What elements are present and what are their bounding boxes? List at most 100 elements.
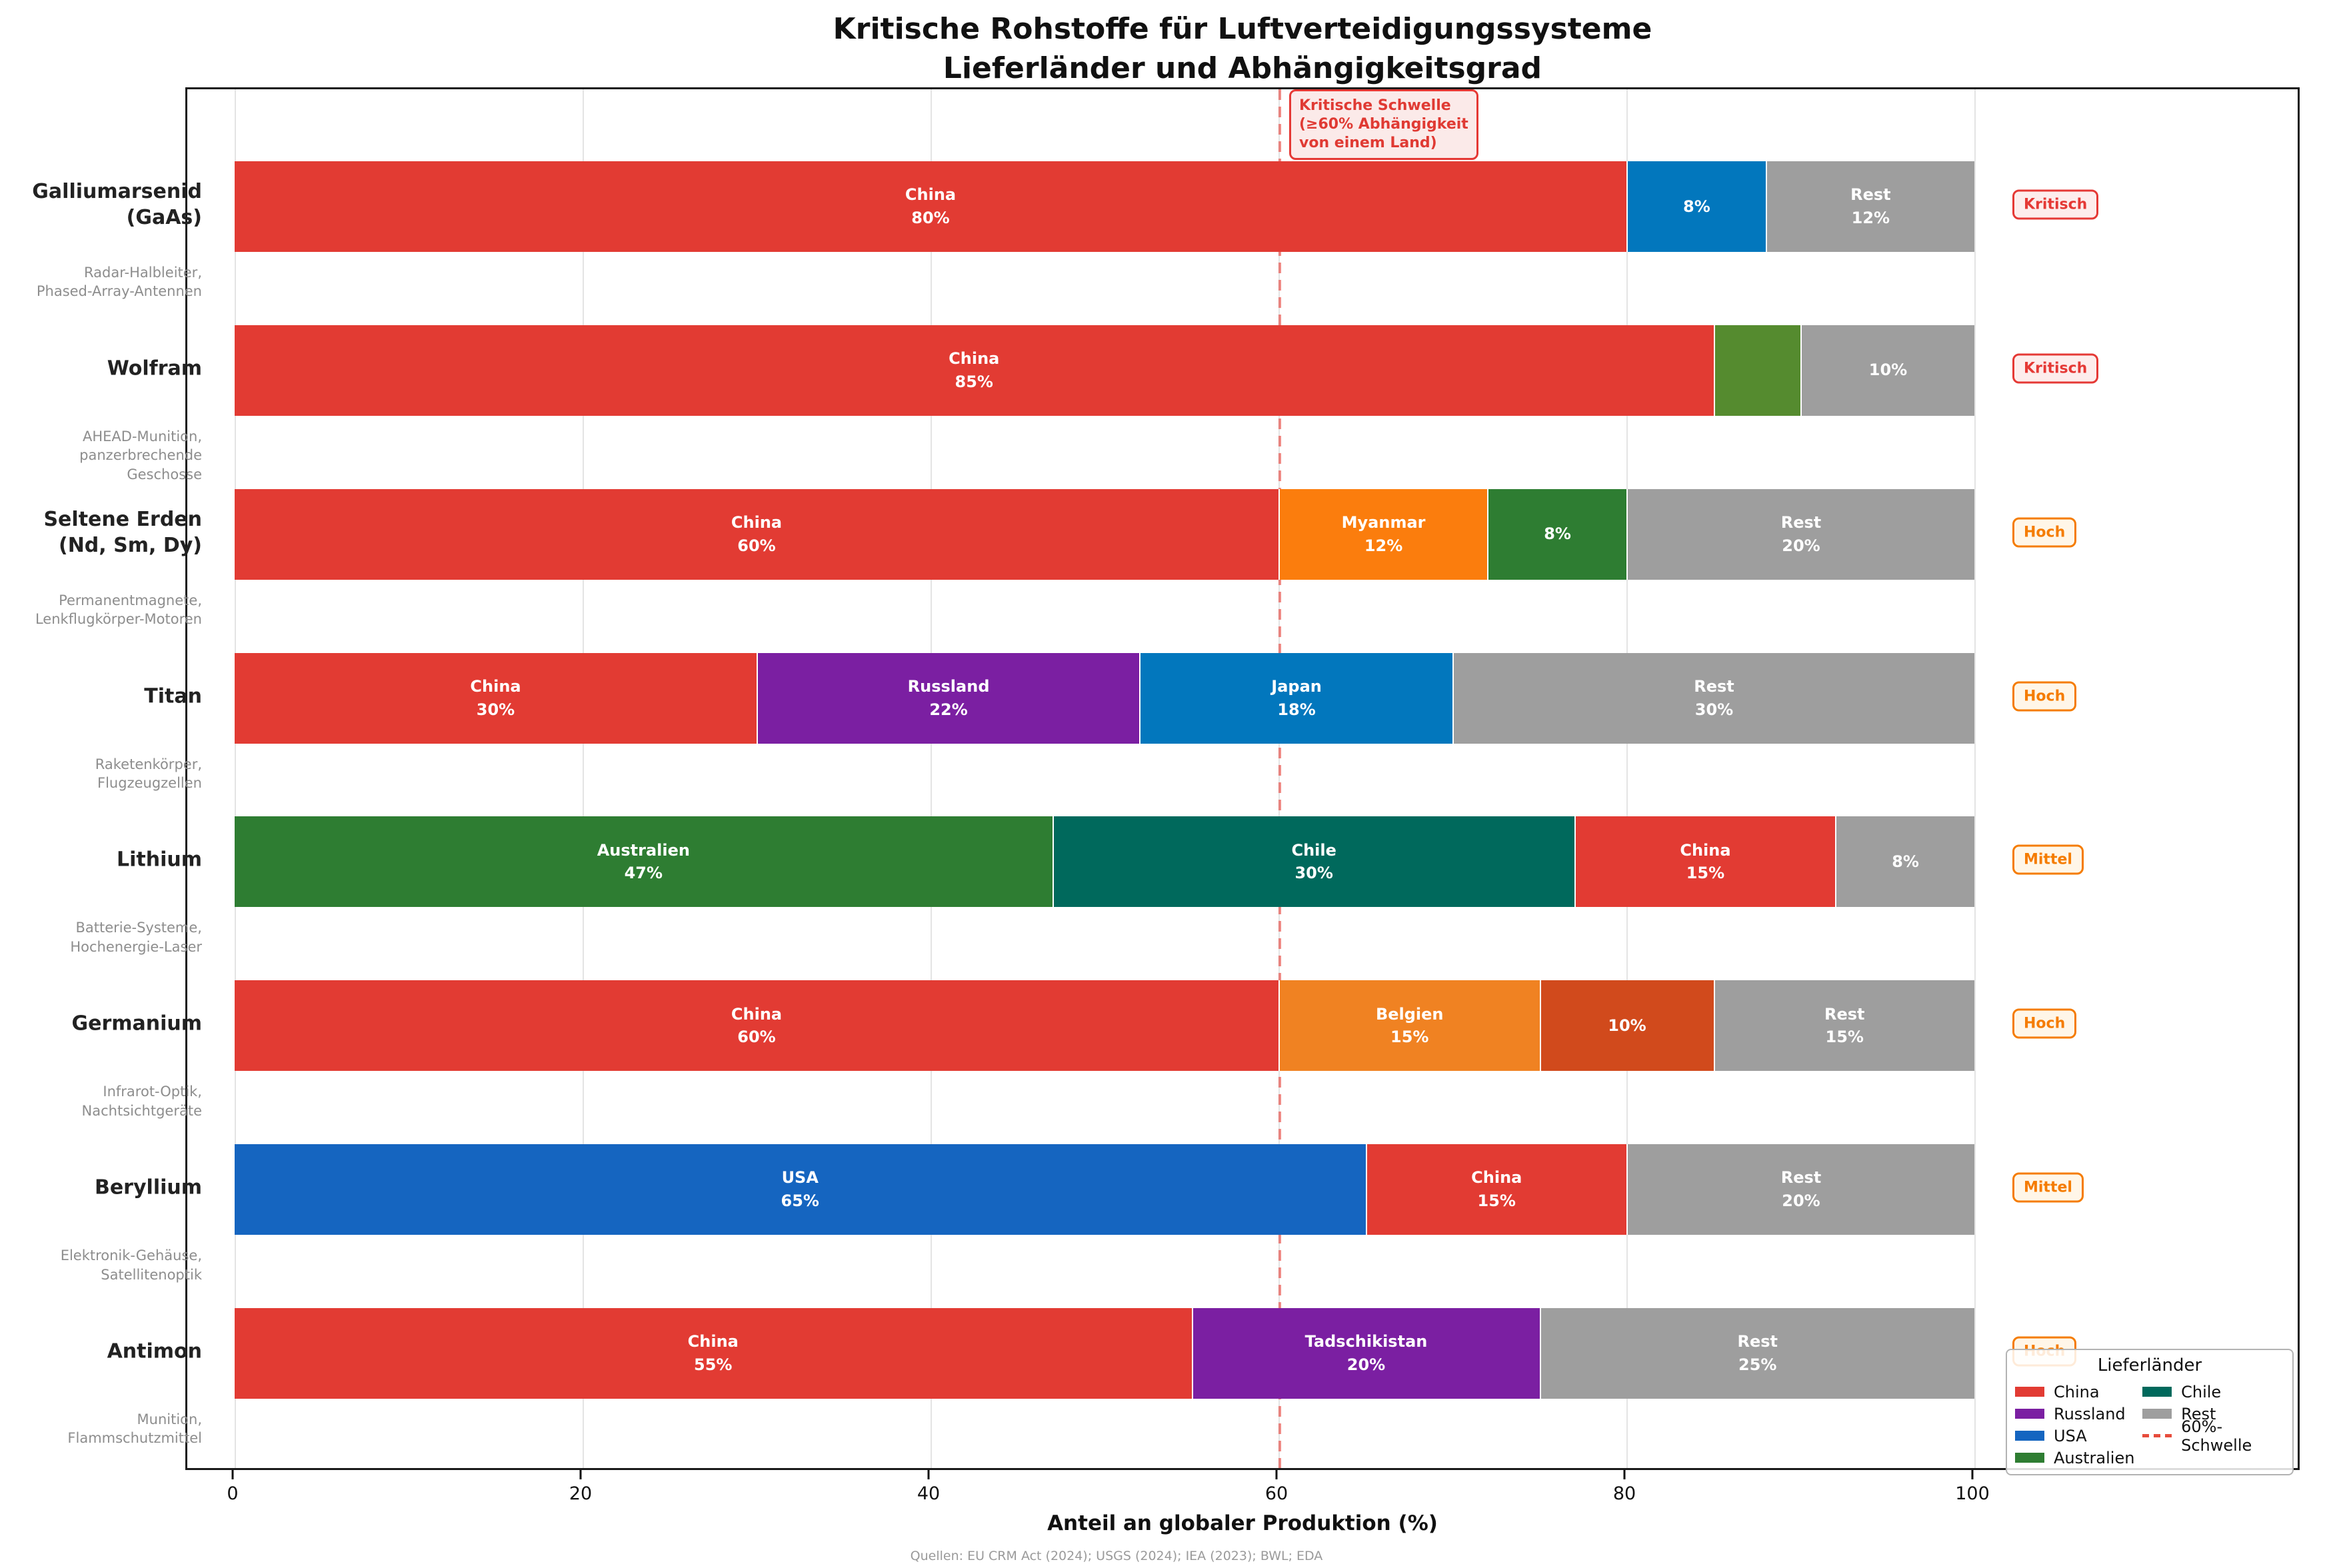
material-label: Antimon xyxy=(107,1339,202,1363)
chart-title: Kritische Rohstoffe für Luftverteidigung… xyxy=(185,9,2300,89)
legend-entries: China Russland USA Australien Chile Rest 60%-S… xyxy=(2015,1381,2284,1469)
bar-segment-Russland: Russland 22% xyxy=(757,652,1140,744)
application-label: Batterie-Systeme, Hochenergie-Laser xyxy=(70,920,202,955)
dashed-line-swatch xyxy=(2142,1434,2172,1437)
bar-segment-Rest: Rest 20% xyxy=(1626,488,1974,580)
bar-segment-China: China 15% xyxy=(1574,816,1836,908)
x-tick-80 xyxy=(1623,1470,1626,1479)
legend-label: China xyxy=(2054,1382,2100,1401)
bar-segment-Myanmar: Myanmar 12% xyxy=(1278,488,1488,580)
bar-segment-unlabeled: 8% xyxy=(1626,161,1766,252)
x-tick-0 xyxy=(231,1470,234,1479)
threshold-annotation: Kritische Schwelle (≥60% Abhängigkeit vo… xyxy=(1289,89,1478,161)
bar-segment-China: China 30% xyxy=(235,652,757,744)
legend-item-USA: USA xyxy=(2015,1425,2138,1447)
risk-badge-hoch: Hoch xyxy=(2012,681,2077,712)
bar-segment-unlabeled: 10% xyxy=(1539,980,1714,1072)
color-swatch xyxy=(2015,1431,2044,1441)
gridline-80 xyxy=(1626,89,1628,1468)
bar-segment-Japan: Japan 18% xyxy=(1139,652,1452,744)
risk-badge-kritisch: Kritisch xyxy=(2012,189,2099,220)
risk-badge-hoch: Hoch xyxy=(2012,517,2077,548)
bar-segment-China: China 60% xyxy=(235,980,1278,1072)
bar-segment-China: China 60% xyxy=(235,488,1278,580)
application-label: Elektronik-Gehäuse, Satellitenoptik xyxy=(60,1247,202,1283)
x-tick-20 xyxy=(579,1470,582,1479)
bar-segment-China: China 80% xyxy=(235,161,1626,252)
gridline-20 xyxy=(583,89,584,1468)
bar-segment-Rest: 10% xyxy=(1800,325,1974,416)
risk-badge-mittel: Mittel xyxy=(2012,844,2084,875)
x-tick-100 xyxy=(1971,1470,1974,1479)
bar-segment-Tadschikistan: Tadschikistan 20% xyxy=(1191,1308,1540,1399)
color-swatch xyxy=(2142,1409,2172,1419)
legend-item-China: China xyxy=(2015,1381,2138,1403)
material-label: Seltene Erden (Nd, Sm, Dy) xyxy=(43,507,202,557)
legend-item-Russland: Russland xyxy=(2015,1403,2138,1425)
gridline-100 xyxy=(1974,89,1976,1468)
x-tick-label-80: 80 xyxy=(1612,1483,1636,1504)
bar-segment-Belgien: Belgien 15% xyxy=(1278,980,1540,1072)
bar-segment-Australien: Australien 47% xyxy=(235,816,1053,908)
application-label: Permanentmagnete, Lenkflugkörper-Motoren xyxy=(35,592,202,628)
chart-title-line2: Lieferländer und Abhängigkeitsgrad xyxy=(943,51,1542,86)
risk-badge-hoch: Hoch xyxy=(2012,1008,2077,1039)
bar-segment-Chile: Chile 30% xyxy=(1052,816,1574,908)
x-tick-label-0: 0 xyxy=(227,1483,239,1504)
application-label: AHEAD-Munition, panzerbrechende Geschoss… xyxy=(79,428,202,482)
bar-segment-Rest: Rest 30% xyxy=(1452,652,1974,744)
application-label: Radar-Halbleiter, Phased-Array-Antennen xyxy=(36,265,202,300)
gridline-0 xyxy=(235,89,236,1468)
gridline-40 xyxy=(931,89,932,1468)
bar-segment-Rest: Rest 25% xyxy=(1539,1308,1974,1399)
x-tick-label-40: 40 xyxy=(917,1483,941,1504)
bar-segment-China: China 55% xyxy=(235,1308,1192,1399)
threshold-line xyxy=(1278,89,1281,1468)
x-tick-label-20: 20 xyxy=(569,1483,593,1504)
bar-segment-Rest: Rest 15% xyxy=(1713,980,1974,1072)
legend-label: USA xyxy=(2054,1426,2087,1445)
plot-area: China 80% 8% Rest 12% China 85% 10% China 60%… xyxy=(185,87,2300,1470)
bar-segment-Rest: Rest 20% xyxy=(1626,1144,1974,1235)
bar-segment-Rest: Rest 12% xyxy=(1765,161,1974,252)
color-swatch xyxy=(2015,1453,2044,1463)
bar-segment-China: China 85% xyxy=(235,325,1714,416)
legend-label: Chile xyxy=(2181,1382,2222,1401)
bar-segment-Rest: 8% xyxy=(1835,816,1974,908)
legend-label: Russland xyxy=(2054,1404,2126,1423)
bar-segment-USA: USA 65% xyxy=(235,1144,1366,1235)
material-label: Titan xyxy=(144,684,202,708)
legend-item-Chile: Chile xyxy=(2142,1381,2284,1403)
chart-title-line1: Kritische Rohstoffe für Luftverteidigung… xyxy=(833,12,1652,46)
legend-item-60%-Schwelle: 60%-Schwelle xyxy=(2142,1417,2284,1455)
legend-label: 60%-Schwelle xyxy=(2181,1417,2252,1455)
x-tick-60 xyxy=(1275,1470,1278,1479)
bar-segment-unlabeled xyxy=(1713,325,1800,416)
bar-segment-China: China 15% xyxy=(1365,1144,1626,1235)
x-axis-title: Anteil an globaler Produktion (%) xyxy=(1047,1511,1438,1535)
material-label: Wolfram xyxy=(107,357,202,381)
application-label: Munition, Flammschutzmittel xyxy=(67,1411,202,1447)
material-label: Beryllium xyxy=(94,1176,202,1199)
x-tick-label-100: 100 xyxy=(1955,1483,1990,1504)
material-label: Lithium xyxy=(117,848,202,872)
risk-badge-kritisch: Kritisch xyxy=(2012,353,2099,384)
x-tick-label-60: 60 xyxy=(1264,1483,1288,1504)
application-label: Raketenkörper, Flugzeugzellen xyxy=(95,756,202,791)
legend-label: Australien xyxy=(2054,1448,2135,1467)
legend-title: Lieferländer xyxy=(2097,1355,2202,1375)
x-tick-40 xyxy=(927,1470,930,1479)
material-label: Galliumarsenid (GaAs) xyxy=(32,180,202,229)
application-label: Infrarot-Optik, Nachtsichtgeräte xyxy=(81,1084,202,1119)
legend: Lieferländer China Russland USA Australien C… xyxy=(2006,1349,2294,1475)
color-swatch xyxy=(2015,1387,2044,1397)
material-label: Germanium xyxy=(71,1012,202,1036)
legend-item-Rest: Rest xyxy=(2142,1403,2284,1425)
risk-badge-mittel: Mittel xyxy=(2012,1172,2084,1203)
color-swatch xyxy=(2015,1409,2044,1419)
source-note: Quellen: EU CRM Act (2024); USGS (2024);… xyxy=(910,1549,1323,1563)
legend-label: Rest xyxy=(2181,1404,2216,1423)
color-swatch xyxy=(2142,1387,2172,1397)
bar-segment-unlabeled: 8% xyxy=(1487,488,1626,580)
